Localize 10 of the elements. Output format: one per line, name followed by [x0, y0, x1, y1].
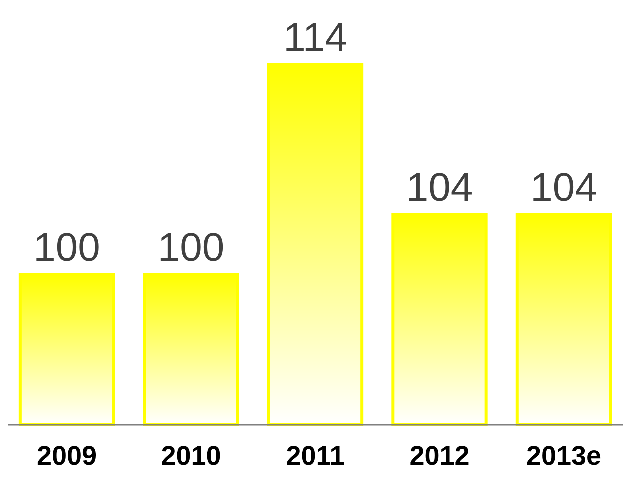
x-tick-label: 2012 — [410, 441, 470, 471]
x-tick-label: 2009 — [36, 441, 98, 471]
x-tick-label: 2010 — [161, 441, 222, 471]
data-label: 114 — [284, 16, 348, 60]
data-label: 100 — [34, 226, 100, 270]
data-label: 100 — [158, 226, 225, 270]
x-tick-label: 2013e — [526, 441, 602, 471]
data-label: 104 — [406, 166, 474, 210]
data-label: 104 — [530, 166, 598, 210]
x-tick-label: 2011 — [286, 441, 345, 471]
